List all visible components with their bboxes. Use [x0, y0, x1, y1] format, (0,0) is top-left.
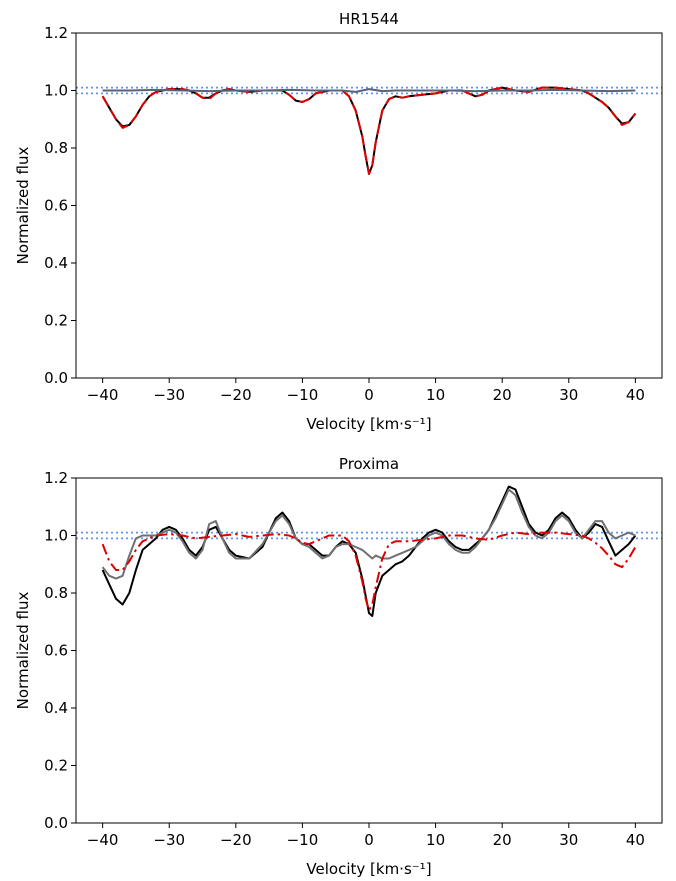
x-tick-label: 0 — [364, 386, 374, 404]
y-tick-label: 0.0 — [44, 814, 68, 832]
y-tick-label: 1.0 — [44, 527, 68, 545]
y-tick-label: 0.8 — [44, 139, 68, 157]
x-tick-label: −10 — [287, 831, 319, 849]
x-tick-label: 30 — [559, 386, 578, 404]
x-tick-label: −20 — [220, 831, 252, 849]
y-tick-label: 0.6 — [44, 197, 68, 215]
x-tick-label: −20 — [220, 386, 252, 404]
y-tick-label: 0.4 — [44, 254, 68, 272]
y-tick-label: 1.2 — [44, 469, 68, 487]
series-line-2 — [101, 86, 637, 175]
y-tick-label: 0.0 — [44, 369, 68, 387]
chart-panel-2: −40 −30 −20 −10 0 10 20 30 40 0.0 0.2 0.4 0.6 0.8 1.0 1… — [14, 455, 663, 878]
chart-panel-1: −40 −30 −20 −10 0 10 20 30 40 0.0 0.2 0.4 0.6 0.8 1.0 1… — [14, 10, 663, 433]
x-tick-label: 10 — [426, 386, 445, 404]
series-line-2 — [101, 488, 636, 580]
x-tick-label: −40 — [87, 386, 119, 404]
y-tick-label: 0.4 — [44, 699, 68, 717]
y-tick-label: 0.6 — [44, 642, 68, 660]
x-tick-label: 40 — [626, 831, 645, 849]
x-tick-label: −40 — [87, 831, 119, 849]
chart-title: HR1544 — [339, 10, 399, 28]
y-axis-label: Normalized flux — [14, 147, 32, 265]
x-axis-label: Velocity [km·s⁻¹] — [306, 415, 431, 433]
y-tick-label: 0.2 — [44, 757, 68, 775]
y-tick-label: 1.0 — [44, 82, 68, 100]
x-tick-label: −30 — [153, 831, 185, 849]
x-tick-label: −30 — [153, 386, 185, 404]
x-tick-label: 30 — [559, 831, 578, 849]
y-tick-label: 0.2 — [44, 312, 68, 330]
chart-title: Proxima — [339, 455, 399, 473]
x-tick-label: 20 — [493, 831, 512, 849]
series-line-1 — [101, 485, 637, 617]
x-tick-label: 0 — [364, 831, 374, 849]
x-tick-label: 10 — [426, 831, 445, 849]
plot-frame — [75, 32, 663, 379]
y-tick-label: 0.8 — [44, 584, 68, 602]
y-axis-label: Normalized flux — [14, 592, 32, 710]
y-tick-label: 1.2 — [44, 24, 68, 42]
x-axis-label: Velocity [km·s⁻¹] — [306, 860, 431, 878]
series-line-1 — [101, 86, 637, 175]
series-line-3 — [101, 531, 637, 612]
x-tick-label: 20 — [493, 386, 512, 404]
x-tick-label: −10 — [287, 386, 319, 404]
x-tick-label: 40 — [626, 386, 645, 404]
series-line-3 — [102, 88, 636, 93]
